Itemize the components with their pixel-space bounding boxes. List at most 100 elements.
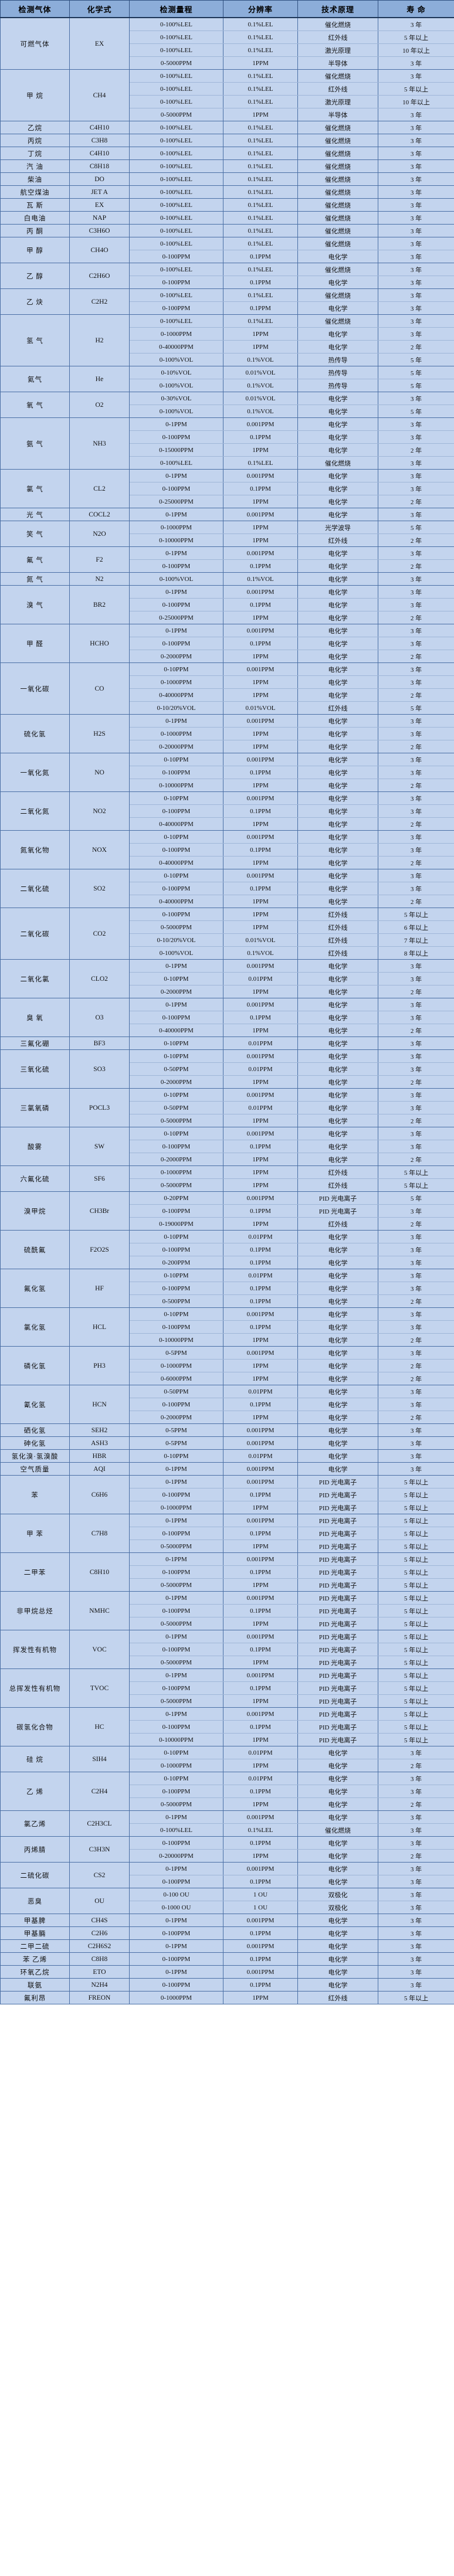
cell-principle: 催化燃烧 bbox=[297, 198, 378, 212]
cell-principle: 红外线 bbox=[297, 946, 378, 960]
cell-resolution: 1PPM bbox=[223, 1114, 298, 1127]
cell-gas-name: 硅 烷 bbox=[0, 1746, 70, 1772]
cell-principle: 电化学 bbox=[297, 1836, 378, 1850]
table-row: 氮 气 N2 0-100%VOL 0.1%VOL 电化学 3 年 bbox=[0, 572, 454, 586]
cell-principle: 电化学 bbox=[297, 1398, 378, 1411]
table-row: 甲 醇 CH4O 0-100%LEL 0.1%LEL 催化燃烧 3 年 bbox=[0, 237, 454, 263]
cell-formula: ETO bbox=[69, 1965, 130, 1979]
cell-formula: EX bbox=[69, 198, 130, 212]
cell-formula: CLO2 bbox=[69, 959, 130, 998]
cell-life: 3 年 bbox=[378, 1939, 454, 1953]
cell-life: 3 年 bbox=[378, 972, 454, 985]
cell-principle: 电化学 bbox=[297, 688, 378, 702]
cell-life: 3 年 bbox=[378, 1062, 454, 1076]
table-row: 0-5000PPM 1PPM 电化学 2 年 bbox=[1, 1797, 454, 1811]
cell-range: 0-10PPM bbox=[129, 1746, 223, 1759]
table-row: 甲 醛 HCHO 0-1PPM 0.001PPM 电化学 3 年 bbox=[0, 624, 454, 663]
cell-life: 3 年 bbox=[378, 1746, 454, 1759]
cell-principle: 电化学 bbox=[297, 1810, 378, 1824]
cell-resolution: 0.01PPM bbox=[223, 1062, 298, 1076]
table-row: 0-100PPM 0.1PPM PID 光电离子 5 年以上 bbox=[1, 1565, 454, 1579]
cell-gas-name: 甲 苯 bbox=[0, 1514, 70, 1553]
cell-resolution: 0.001PPM bbox=[223, 469, 298, 482]
cell-resolution: 0.1PPM bbox=[223, 250, 298, 263]
cell-range: 0-100%LEL bbox=[129, 159, 223, 173]
table-row: 0-100PPM 0.1PPM 电化学 3 年 bbox=[1, 1785, 454, 1798]
cell-resolution: 0.1PPM bbox=[223, 1282, 298, 1295]
cell-life: 3 年 bbox=[378, 1036, 454, 1050]
table-head: 检测气体 化学式 检测量程 分辨率 技术原理 寿 命 bbox=[0, 0, 454, 18]
cell-resolution: 1PPM bbox=[223, 1656, 298, 1669]
cell-principle: 电化学 bbox=[297, 1114, 378, 1127]
cell-principle: 半导体 bbox=[297, 108, 378, 121]
table-row: 0-1000PPM 1PPM 电化学 2 年 bbox=[1, 1759, 454, 1772]
cell-formula: H2S bbox=[69, 714, 130, 753]
cell-principle: PID 光电离子 bbox=[297, 1707, 378, 1721]
cell-range: 0-1PPM bbox=[129, 1914, 223, 1927]
cell-gas-name: 乙 烯 bbox=[0, 1772, 70, 1811]
cell-life: 2 年 bbox=[378, 1294, 454, 1308]
cell-range: 0-20000PPM bbox=[129, 740, 223, 753]
cell-range: 0-25000PPM bbox=[129, 611, 223, 624]
cell-life: 3 年 bbox=[378, 1965, 454, 1979]
cell-life: 3 年 bbox=[378, 637, 454, 650]
cell-range: 0-10PPM bbox=[129, 1449, 223, 1463]
table-row: 一氧化氮 NO 0-10PPM 0.001PPM 电化学 3 年 bbox=[0, 753, 454, 792]
cell-principle: 催化燃烧 bbox=[297, 288, 378, 302]
cell-range: 0-100PPM bbox=[129, 559, 223, 573]
cell-formula: C2H6O bbox=[69, 263, 130, 289]
table-row: 0-50PPM 0.01PPM 电化学 3 年 bbox=[1, 1101, 454, 1114]
cell-resolution: 0.01PPM bbox=[223, 1772, 298, 1785]
cell-range: 0-1PPM bbox=[129, 1862, 223, 1875]
cell-gas-name: 臭 氧 bbox=[0, 998, 70, 1037]
cell-resolution: 1PPM bbox=[223, 1153, 298, 1166]
table-row: 笑 气 N2O 0-1000PPM 1PPM 光学波导 5 年 bbox=[0, 521, 454, 547]
cell-resolution: 0.1PPM bbox=[223, 430, 298, 444]
cell-principle: 电化学 bbox=[297, 1024, 378, 1037]
cell-range: 0-100%LEL bbox=[129, 172, 223, 186]
cell-principle: 电化学 bbox=[297, 1785, 378, 1798]
cell-principle: 电化学 bbox=[297, 624, 378, 637]
cell-principle: 红外线 bbox=[297, 1165, 378, 1179]
cell-resolution: 0.1PPM bbox=[223, 1398, 298, 1411]
cell-resolution: 0.1%LEL bbox=[223, 121, 298, 134]
cell-resolution: 0.01PPM bbox=[223, 1746, 298, 1759]
cell-principle: 红外线 bbox=[297, 533, 378, 547]
cell-life: 3 年 bbox=[378, 546, 454, 560]
cell-range: 0-1000PPM bbox=[129, 1759, 223, 1772]
cell-life: 3 年 bbox=[378, 159, 454, 173]
cell-life: 3 年 bbox=[378, 598, 454, 611]
cell-gas-name: 酸雾 bbox=[0, 1127, 70, 1166]
cell-resolution: 0.1PPM bbox=[223, 559, 298, 573]
cell-principle: 电化学 bbox=[297, 508, 378, 521]
cell-formula: NH3 bbox=[69, 417, 130, 470]
table-row: 0-100%VOL 0.1%VOL 电化学 5 年 bbox=[1, 405, 454, 418]
cell-formula: CH4O bbox=[69, 237, 130, 263]
cell-resolution: 0.01PPM bbox=[223, 972, 298, 985]
table-row: 溴 气 BR2 0-1PPM 0.001PPM 电化学 3 年 bbox=[0, 585, 454, 624]
cell-life: 3 年 bbox=[378, 727, 454, 740]
cell-range: 0-5000PPM bbox=[129, 108, 223, 121]
cell-formula: NO bbox=[69, 753, 130, 792]
cell-range: 0-1000PPM bbox=[129, 327, 223, 341]
cell-resolution: 0.1PPM bbox=[223, 1011, 298, 1024]
cell-gas-name: 溴 气 bbox=[0, 585, 70, 624]
cell-range: 0-19000PPM bbox=[129, 1217, 223, 1231]
table-row: 0-100PPM 0.1PPM 电化学 3 年 bbox=[1, 1011, 454, 1024]
cell-range: 0-5PPM bbox=[129, 1346, 223, 1360]
cell-range: 0-100 OU bbox=[129, 1888, 223, 1901]
cell-resolution: 0.001PPM bbox=[223, 830, 298, 844]
cell-formula: HC bbox=[69, 1707, 130, 1746]
cell-resolution: 0.001PPM bbox=[223, 1423, 298, 1437]
table-row: 氰化氢 HCN 0-50PPM 0.01PPM 电化学 3 年 bbox=[0, 1385, 454, 1424]
cell-life: 3 年 bbox=[378, 456, 454, 470]
cell-principle: 电化学 bbox=[297, 998, 378, 1011]
cell-range: 0-6000PPM bbox=[129, 1372, 223, 1385]
cell-resolution: 0.01%VOL bbox=[223, 392, 298, 405]
cell-life: 2 年 bbox=[378, 779, 454, 792]
cell-gas-name: 恶臭 bbox=[0, 1888, 70, 1914]
cell-range: 0-1PPM bbox=[129, 585, 223, 599]
cell-life: 2 年 bbox=[378, 688, 454, 702]
cell-principle: 电化学 bbox=[297, 1153, 378, 1166]
cell-formula: NOX bbox=[69, 830, 130, 869]
